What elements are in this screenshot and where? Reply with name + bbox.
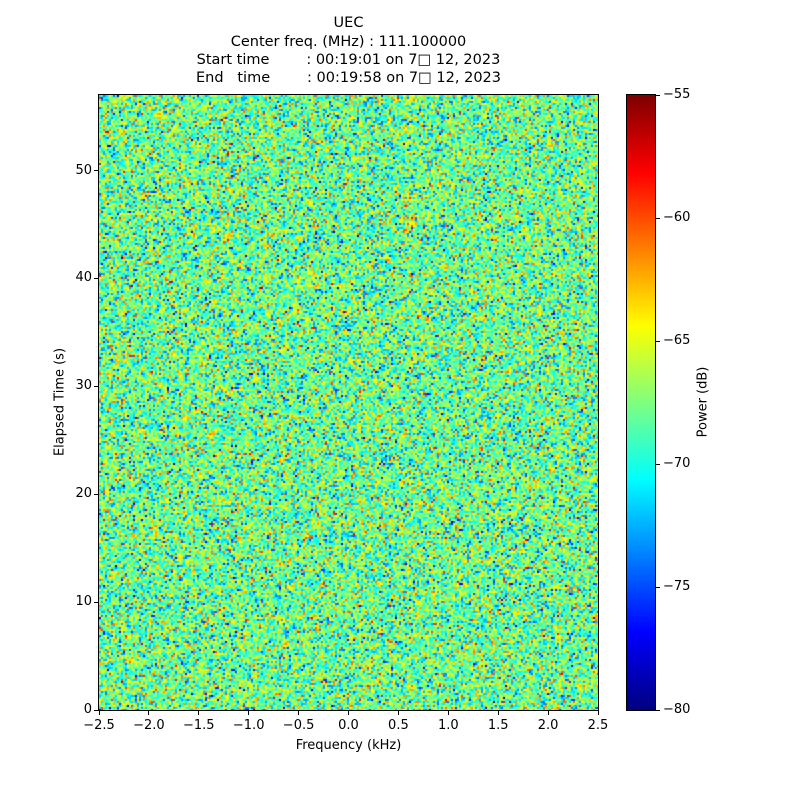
x-tick-label: 1.5 bbox=[487, 718, 509, 733]
y-tick-label: 30 bbox=[75, 378, 92, 394]
colorbar-tick-mark bbox=[656, 586, 660, 588]
header-end-time: End time : 00:19:58 on 7□ 12, 2023 bbox=[195, 70, 502, 86]
x-tick-mark bbox=[348, 711, 349, 715]
colorbar-tick-mark bbox=[656, 340, 660, 342]
x-tick-mark bbox=[248, 711, 250, 715]
x-tick-label: −2.0 bbox=[133, 718, 165, 733]
y-tick-mark bbox=[94, 385, 98, 387]
y-tick-label: 50 bbox=[75, 162, 92, 178]
y-tick-label: 20 bbox=[75, 486, 92, 502]
y-tick-mark bbox=[94, 601, 98, 603]
colorbar-tick-label: −75 bbox=[663, 579, 691, 594]
colorbar-tick-label: −70 bbox=[663, 456, 691, 471]
x-tick-mark bbox=[397, 711, 399, 715]
x-tick-label: 1.0 bbox=[437, 718, 459, 733]
colorbar-tick-label: −60 bbox=[663, 210, 691, 225]
x-tick-mark bbox=[597, 711, 599, 715]
x-tick-mark bbox=[98, 711, 100, 715]
y-axis-label: Elapsed Time (s) bbox=[52, 347, 68, 457]
colorbar-tick-label: −65 bbox=[663, 333, 691, 348]
chart-title: UEC bbox=[333, 15, 364, 31]
header-center-freq: Center freq. (MHz) : 111.100000 bbox=[230, 34, 467, 50]
y-tick-label: 0 bbox=[83, 702, 92, 717]
colorbar bbox=[626, 94, 656, 711]
y-tick-label: 40 bbox=[75, 270, 92, 286]
x-tick-label: −1.5 bbox=[183, 718, 215, 733]
colorbar-tick-label: −80 bbox=[663, 702, 691, 717]
y-tick-mark bbox=[94, 277, 98, 279]
spectrogram-plot bbox=[98, 94, 599, 711]
x-tick-mark bbox=[547, 711, 549, 715]
x-tick-label: 2.0 bbox=[537, 718, 559, 733]
header-start-time: Start time : 00:19:01 on 7□ 12, 2023 bbox=[196, 52, 501, 68]
y-tick-label: 10 bbox=[75, 594, 92, 610]
y-tick-mark bbox=[94, 493, 98, 495]
colorbar-canvas bbox=[627, 95, 655, 710]
y-tick-mark bbox=[94, 709, 98, 711]
spectrogram-canvas bbox=[99, 95, 598, 710]
colorbar-tick-label: −55 bbox=[663, 87, 691, 102]
x-tick-label: −2.5 bbox=[83, 718, 115, 733]
colorbar-tick-mark bbox=[656, 463, 660, 465]
x-axis-label: Frequency (kHz) bbox=[295, 738, 402, 753]
colorbar-tick-mark bbox=[656, 94, 660, 96]
x-tick-mark bbox=[148, 711, 150, 715]
colorbar-tick-mark bbox=[656, 217, 660, 219]
x-tick-mark bbox=[447, 711, 449, 715]
x-tick-label: 0.5 bbox=[388, 718, 409, 733]
x-tick-mark bbox=[298, 711, 300, 715]
x-tick-label: −1.0 bbox=[232, 718, 265, 733]
x-tick-mark bbox=[198, 711, 200, 715]
colorbar-tick-mark bbox=[656, 709, 660, 711]
x-tick-label: 0.0 bbox=[338, 718, 359, 733]
colorbar-label: Power (dB) bbox=[695, 366, 711, 438]
x-tick-mark bbox=[497, 711, 499, 715]
x-tick-label: 2.5 bbox=[587, 718, 609, 733]
y-tick-mark bbox=[94, 170, 98, 172]
x-tick-label: −0.5 bbox=[282, 718, 315, 733]
